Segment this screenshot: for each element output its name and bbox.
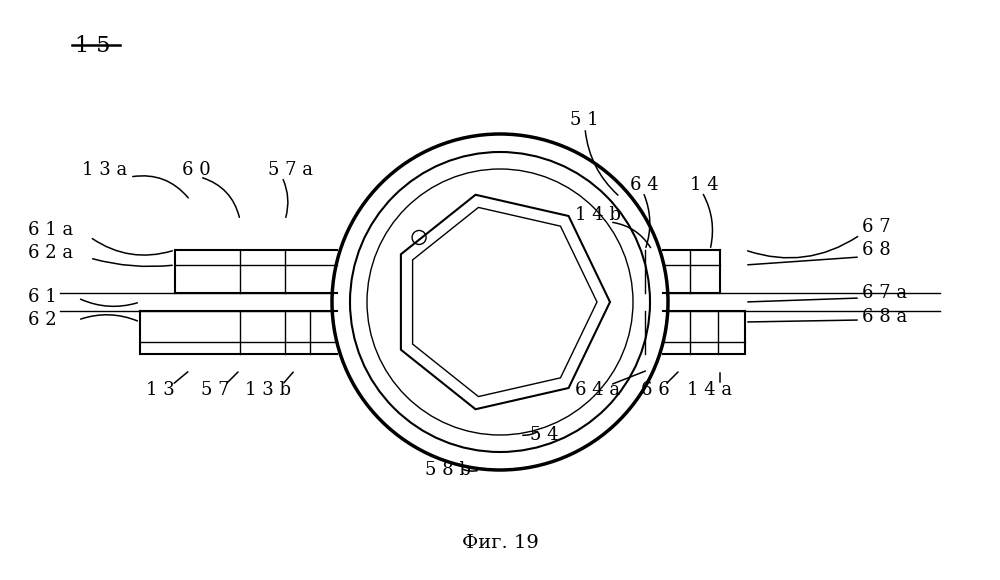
Text: 6 2: 6 2: [28, 311, 57, 329]
Text: 1 3: 1 3: [146, 381, 174, 399]
Text: 1 4 b: 1 4 b: [575, 206, 621, 224]
Text: 5 8 b: 5 8 b: [425, 461, 471, 479]
Text: 6 4 a: 6 4 a: [575, 381, 621, 399]
Text: 1 3 a: 1 3 a: [82, 161, 127, 179]
Text: 6 7 a: 6 7 a: [862, 284, 907, 302]
Text: 1 5: 1 5: [75, 35, 110, 57]
Text: 6 0: 6 0: [182, 161, 211, 179]
Text: 1 3 b: 1 3 b: [245, 381, 291, 399]
Text: 6 8 a: 6 8 a: [862, 308, 907, 326]
Text: Фиг. 19: Фиг. 19: [462, 534, 538, 552]
Text: 1 4 a: 1 4 a: [687, 381, 733, 399]
Text: 6 1: 6 1: [28, 288, 57, 306]
Text: 5 7: 5 7: [201, 381, 229, 399]
Text: 6 8: 6 8: [862, 241, 891, 259]
Text: 6 1 a: 6 1 a: [28, 221, 73, 239]
Text: 5 4: 5 4: [530, 426, 558, 444]
Text: 1 4: 1 4: [690, 176, 719, 194]
Text: 6 4: 6 4: [630, 176, 659, 194]
Text: 6 2 a: 6 2 a: [28, 244, 73, 262]
Text: 5 7 a: 5 7 a: [268, 161, 313, 179]
Text: 5 1: 5 1: [570, 111, 599, 129]
Text: 6 7: 6 7: [862, 218, 891, 236]
Text: 6 6: 6 6: [641, 381, 669, 399]
